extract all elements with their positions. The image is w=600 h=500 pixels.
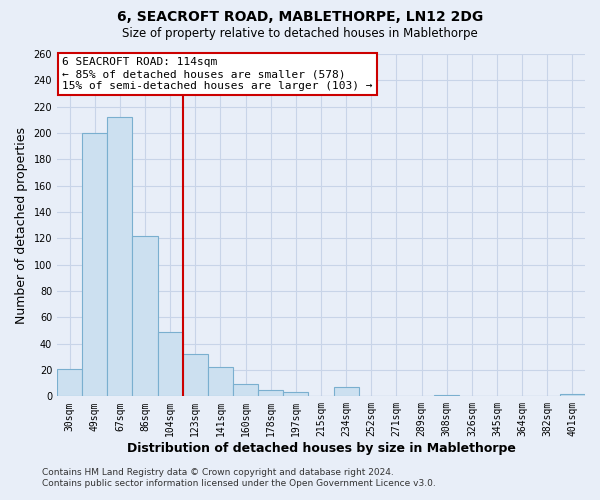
Bar xyxy=(283,392,308,396)
Bar xyxy=(258,390,283,396)
Text: Size of property relative to detached houses in Mablethorpe: Size of property relative to detached ho… xyxy=(122,28,478,40)
Bar xyxy=(560,394,585,396)
Bar xyxy=(434,395,459,396)
Bar xyxy=(183,354,208,397)
Bar xyxy=(133,236,158,396)
Bar xyxy=(107,117,133,396)
Text: 6, SEACROFT ROAD, MABLETHORPE, LN12 2DG: 6, SEACROFT ROAD, MABLETHORPE, LN12 2DG xyxy=(117,10,483,24)
Bar xyxy=(233,384,258,396)
Bar xyxy=(334,387,359,396)
Bar xyxy=(57,368,82,396)
Text: 6 SEACROFT ROAD: 114sqm
← 85% of detached houses are smaller (578)
15% of semi-d: 6 SEACROFT ROAD: 114sqm ← 85% of detache… xyxy=(62,58,373,90)
Text: Contains HM Land Registry data © Crown copyright and database right 2024.
Contai: Contains HM Land Registry data © Crown c… xyxy=(42,468,436,487)
Bar xyxy=(208,368,233,396)
Y-axis label: Number of detached properties: Number of detached properties xyxy=(15,126,28,324)
Bar xyxy=(158,332,183,396)
Bar xyxy=(82,133,107,396)
X-axis label: Distribution of detached houses by size in Mablethorpe: Distribution of detached houses by size … xyxy=(127,442,515,455)
